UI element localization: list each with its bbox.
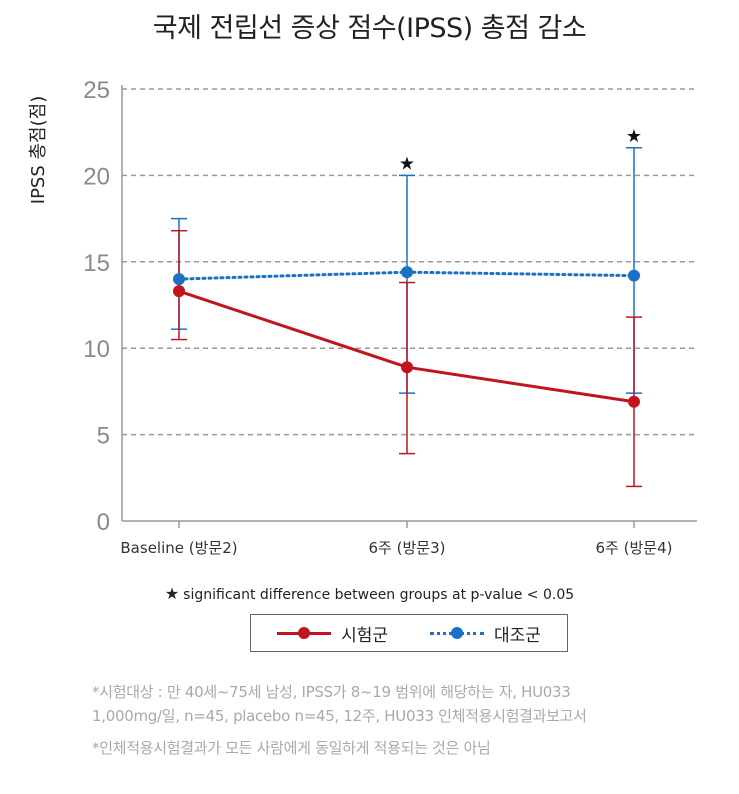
x-tick-label: 6주 (방문4) bbox=[596, 539, 673, 557]
data-point bbox=[401, 266, 413, 279]
data-point bbox=[401, 361, 413, 374]
significance-text: significant difference between groups at… bbox=[183, 587, 575, 603]
footnotes: *시험대상 : 만 40세~75세 남성, IPSS가 8~19 범위에 해당하… bbox=[92, 680, 712, 760]
data-point bbox=[628, 269, 640, 282]
y-tick-labels: 0 5 10 15 20 25 bbox=[83, 77, 110, 536]
y-axis-label: IPSS 총점(점) bbox=[28, 96, 49, 204]
legend-item-control: 대조군 bbox=[430, 621, 541, 646]
footnote-line: *시험대상 : 만 40세~75세 남성, IPSS가 8~19 범위에 해당하… bbox=[92, 683, 571, 701]
data-point bbox=[173, 273, 185, 286]
significance-note: ★ significant difference between groups a… bbox=[0, 584, 739, 603]
footnote-line: 1,000mg/일, n=45, placebo n=45, 12주, HU03… bbox=[92, 707, 587, 725]
chart-title: 국제 전립선 증상 점수(IPSS) 총점 감소 bbox=[152, 13, 587, 44]
chart-plot: 0 5 10 15 20 25 Baseline (방문2) 6주 (방문3) 6주 (방문4… bbox=[28, 77, 697, 557]
data-point bbox=[173, 285, 185, 298]
y-tick-label: 25 bbox=[83, 77, 110, 104]
data-point bbox=[628, 395, 640, 408]
series-layer bbox=[171, 147, 642, 488]
legend-swatch-test bbox=[277, 627, 332, 639]
significance-star: ★ bbox=[626, 126, 642, 147]
significance-markers: ★★ bbox=[399, 126, 642, 175]
y-tick-label: 5 bbox=[97, 423, 110, 450]
grid-lines bbox=[122, 88, 697, 436]
x-tick-label: 6주 (방문3) bbox=[369, 539, 446, 557]
y-tick-label: 20 bbox=[83, 163, 110, 190]
significance-star: ★ bbox=[399, 153, 415, 174]
y-tick-label: 0 bbox=[97, 509, 110, 536]
legend-swatch-control bbox=[430, 627, 484, 639]
x-tick-labels: Baseline (방문2) 6주 (방문3) 6주 (방문4) bbox=[120, 539, 672, 557]
y-tick-label: 10 bbox=[83, 336, 110, 363]
y-tick-label: 15 bbox=[83, 250, 110, 277]
legend-item-test: 시험군 bbox=[277, 621, 388, 646]
axes bbox=[121, 85, 697, 528]
x-tick-label: Baseline (방문2) bbox=[120, 539, 237, 557]
legend-label-control: 대조군 bbox=[494, 625, 541, 646]
legend: 시험군 대조군 bbox=[250, 614, 568, 652]
star-icon: ★ bbox=[164, 584, 180, 603]
footnote-line: *인체적용시험결과가 모든 사람에게 동일하게 적용되는 것은 아님 bbox=[92, 739, 491, 757]
legend-label-test: 시험군 bbox=[341, 625, 388, 646]
